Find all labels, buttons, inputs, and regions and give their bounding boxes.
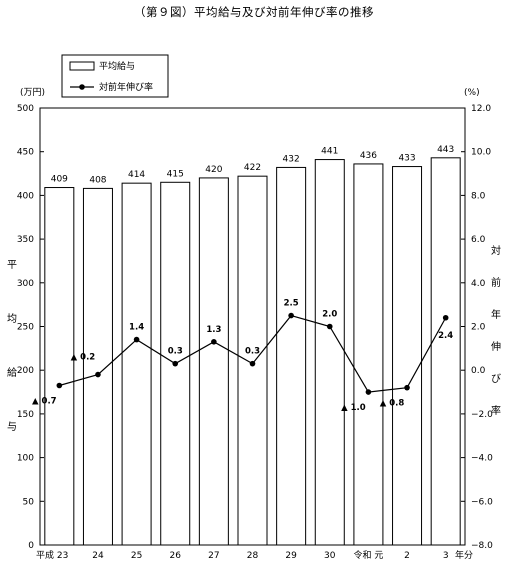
left-tick-label: 0 xyxy=(28,541,34,551)
bar xyxy=(44,187,75,546)
x-tick-label: 平成 23 xyxy=(36,549,68,561)
bar-value-label: 441 xyxy=(321,147,338,157)
x-tick-label: 令和 元 xyxy=(353,549,383,561)
right-axis-title-char: び xyxy=(491,373,501,385)
right-unit-label: (%) xyxy=(464,88,480,98)
growth-point xyxy=(404,384,410,391)
growth-point xyxy=(326,323,333,330)
bar-value-label: 414 xyxy=(128,170,145,180)
growth-point xyxy=(288,312,294,319)
bar xyxy=(82,187,113,546)
right-tick-label: 6.0 xyxy=(471,235,486,245)
left-axis-title-char: 与 xyxy=(7,421,17,433)
x-tick-label: 26 xyxy=(170,551,182,561)
bar-value-label: 436 xyxy=(360,151,377,161)
left-tick-label: 100 xyxy=(17,454,34,464)
legend-bar-swatch xyxy=(69,61,95,71)
legend-line-marker xyxy=(79,84,85,90)
bar-value-label: 415 xyxy=(167,169,184,179)
left-axis-title-char: 給 xyxy=(7,366,17,379)
left-tick-label: 300 xyxy=(17,279,34,289)
chart-title: （第９図）平均給与及び対前年伸び率の推移 xyxy=(134,5,374,19)
bar xyxy=(121,182,152,546)
x-tick-label: 3 xyxy=(443,551,449,561)
x-tick-label: 2 xyxy=(404,551,410,561)
x-unit-label: 年分 xyxy=(455,549,473,561)
growth-value-label: 1.4 xyxy=(129,323,144,333)
growth-point xyxy=(442,314,449,321)
growth-value-label: 0.3 xyxy=(168,347,183,357)
bar xyxy=(314,159,345,546)
growth-value-label: ▲ 0.7 xyxy=(32,396,57,406)
bar-value-label: 443 xyxy=(437,145,454,155)
growth-value-label: 1.3 xyxy=(206,325,221,335)
right-tick-label: 2.0 xyxy=(471,323,486,333)
growth-point xyxy=(172,360,179,367)
growth-value-label: ▲ 0.8 xyxy=(380,399,405,409)
right-tick-label: −6.0 xyxy=(471,497,493,507)
right-tick-label: −8.0 xyxy=(471,541,493,551)
right-axis-title-char: 伸 xyxy=(491,341,501,353)
growth-value-label: 2.4 xyxy=(438,331,453,341)
growth-point xyxy=(365,389,372,395)
x-tick-label: 30 xyxy=(324,551,336,561)
axes: 0 50 100 150 200 250 300 350 400 450 500 −8.0 −6.0 −4… xyxy=(7,87,501,561)
bar-value-label: 408 xyxy=(89,175,106,185)
bar-value-label: 432 xyxy=(283,154,300,164)
right-tick-label: 12.0 xyxy=(471,104,491,114)
growth-point xyxy=(211,338,217,345)
growth-point xyxy=(133,336,140,343)
x-tick-label: 29 xyxy=(285,551,297,561)
growth-value-label: 2.5 xyxy=(284,299,299,309)
right-tick-label: 10.0 xyxy=(471,148,491,158)
right-axis-title-char: 率 xyxy=(491,404,501,417)
legend-bar-label: 平均給与 xyxy=(99,60,135,72)
growth-point xyxy=(249,360,256,367)
left-axis-title-char: 均 xyxy=(7,313,17,325)
bar xyxy=(430,157,461,546)
bar-series: 409 408 414 415 420 422 432 441 436 433 443 xyxy=(44,145,461,546)
right-axis-title-char: 対 xyxy=(491,244,501,257)
left-tick-label: 200 xyxy=(17,366,34,376)
right-tick-label: −4.0 xyxy=(471,454,493,464)
growth-point xyxy=(95,371,101,378)
left-tick-label: 500 xyxy=(17,104,34,114)
right-tick-label: −2.0 xyxy=(471,410,493,420)
bar xyxy=(237,175,268,546)
x-tick-label: 25 xyxy=(131,551,142,561)
left-tick-label: 50 xyxy=(23,497,35,507)
growth-line-series: ▲ 0.7 ▲ 0.2 1.4 0.3 1.3 0.3 2.5 2.0 ▲ 1.0 ▲ 0.8 2.… xyxy=(32,299,453,413)
bar xyxy=(276,166,307,546)
right-tick-label: 8.0 xyxy=(471,191,486,201)
left-tick-label: 150 xyxy=(17,410,34,420)
left-unit-label: (万円) xyxy=(20,87,45,98)
left-tick-label: 400 xyxy=(17,191,34,201)
right-axis-title-char: 年 xyxy=(491,308,501,321)
right-tick-label: 4.0 xyxy=(471,279,486,289)
bar xyxy=(392,166,423,546)
right-tick-label: 0.0 xyxy=(471,366,486,376)
left-tick-label: 350 xyxy=(17,235,34,245)
growth-value-label: 0.3 xyxy=(245,347,260,357)
x-tick-label: 27 xyxy=(208,551,219,561)
growth-value-label: 2.0 xyxy=(322,310,337,320)
bar-value-label: 433 xyxy=(398,154,415,164)
legend-line-label: 対前年伸び率 xyxy=(99,81,153,93)
left-tick-label: 450 xyxy=(17,148,34,158)
bar-value-label: 420 xyxy=(205,165,222,175)
bar xyxy=(198,177,229,546)
bar xyxy=(353,163,384,546)
x-tick-label: 24 xyxy=(92,551,104,561)
bar-value-label: 409 xyxy=(51,175,68,185)
right-axis-title-char: 前 xyxy=(491,276,501,289)
growth-value-label: ▲ 0.2 xyxy=(71,353,96,363)
left-axis-title-char: 平 xyxy=(7,260,17,271)
growth-value-label: ▲ 1.0 xyxy=(341,403,366,413)
x-tick-label: 28 xyxy=(247,551,259,561)
bar-value-label: 422 xyxy=(244,163,261,173)
left-tick-label: 250 xyxy=(17,323,34,333)
growth-point xyxy=(56,382,63,389)
